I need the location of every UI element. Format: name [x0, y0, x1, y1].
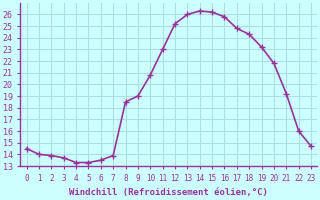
X-axis label: Windchill (Refroidissement éolien,°C): Windchill (Refroidissement éolien,°C) — [69, 188, 268, 197]
